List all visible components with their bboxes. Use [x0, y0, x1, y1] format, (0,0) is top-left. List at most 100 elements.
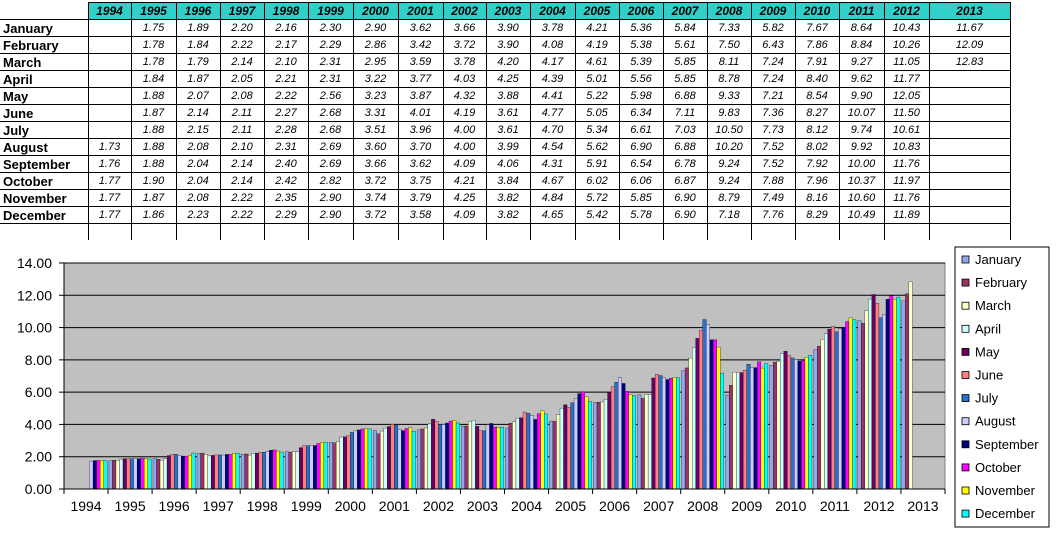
table-cell[interactable]: 4.25 — [442, 189, 487, 207]
bar[interactable] — [475, 426, 480, 490]
table-cell[interactable]: 2.11 — [219, 104, 265, 122]
bar[interactable] — [743, 370, 747, 490]
bar[interactable] — [577, 393, 582, 490]
table-cell[interactable] — [928, 104, 1011, 122]
bar[interactable] — [588, 401, 592, 490]
table-cell[interactable]: 1.88 — [130, 138, 177, 156]
table-cell[interactable]: 2.05 — [219, 70, 265, 88]
table-cell[interactable]: 4.01 — [397, 104, 444, 122]
bar[interactable] — [376, 433, 381, 490]
table-header-cell[interactable]: 2007 — [662, 2, 708, 20]
table-header-cell[interactable]: 2009 — [750, 2, 796, 20]
bar[interactable] — [827, 329, 832, 490]
bar[interactable] — [99, 460, 104, 490]
bar[interactable] — [692, 347, 696, 490]
table-cell[interactable]: 1.79 — [175, 53, 221, 71]
table-header-cell[interactable]: 2001 — [397, 2, 444, 20]
table-cell[interactable]: 5.22 — [574, 87, 620, 105]
table-cell[interactable]: 1.84 — [175, 36, 221, 54]
bar[interactable] — [163, 458, 168, 490]
table-cell[interactable]: 9.62 — [838, 70, 885, 88]
table-cell[interactable]: 3.99 — [485, 138, 531, 156]
table-cell[interactable] — [928, 172, 1011, 190]
table-cell[interactable]: 2.35 — [263, 189, 309, 207]
table-cell[interactable]: 8.02 — [794, 138, 840, 156]
table-header-cell[interactable]: 1998 — [263, 2, 309, 20]
bar[interactable] — [196, 453, 201, 490]
table-cell[interactable]: 2.95 — [352, 53, 399, 71]
table-cell[interactable]: 2.08 — [219, 87, 265, 105]
bar[interactable] — [566, 407, 571, 490]
bar[interactable] — [92, 460, 97, 490]
bar[interactable] — [136, 458, 141, 490]
bar[interactable] — [367, 428, 372, 490]
bar[interactable] — [221, 454, 226, 490]
table-cell[interactable]: 5.56 — [618, 70, 664, 88]
bar[interactable] — [269, 450, 273, 490]
bar[interactable] — [889, 295, 894, 490]
bar[interactable] — [852, 319, 857, 490]
table-cell[interactable]: 2.04 — [175, 155, 221, 173]
table-cell[interactable]: 4.41 — [529, 87, 576, 105]
bar[interactable] — [699, 330, 703, 490]
table-cell[interactable] — [87, 19, 132, 37]
bar[interactable] — [144, 458, 148, 490]
bar[interactable] — [783, 350, 788, 490]
table-header-cell[interactable]: 2004 — [529, 2, 576, 20]
table-cell[interactable] — [87, 53, 132, 71]
bar[interactable] — [563, 404, 568, 490]
bar[interactable] — [485, 424, 490, 490]
table-cell[interactable]: 2.90 — [352, 19, 399, 37]
bar[interactable] — [166, 455, 171, 490]
bar[interactable] — [346, 435, 351, 490]
table-header-cell[interactable]: 2013 — [928, 2, 1011, 20]
bar[interactable] — [857, 320, 862, 490]
bar[interactable] — [200, 453, 205, 490]
table-cell[interactable]: 1.88 — [130, 87, 177, 105]
table-cell[interactable]: 9.33 — [706, 87, 752, 105]
bar[interactable] — [838, 328, 843, 490]
table-cell[interactable]: 3.22 — [352, 70, 399, 88]
bar[interactable] — [695, 338, 700, 490]
table-cell[interactable]: 5.62 — [574, 138, 620, 156]
table-cell[interactable]: 11.76 — [883, 189, 930, 207]
table-cell[interactable]: 7.67 — [794, 19, 840, 37]
table-cell[interactable]: 2.21 — [263, 70, 309, 88]
bar[interactable] — [262, 452, 266, 490]
bar[interactable] — [152, 458, 157, 490]
bar[interactable] — [431, 419, 436, 490]
table-cell[interactable]: 3.82 — [485, 189, 531, 207]
table-cell[interactable]: 8.12 — [794, 121, 840, 139]
bar[interactable] — [559, 407, 564, 490]
bar[interactable] — [445, 422, 450, 490]
table-cell[interactable]: 6.61 — [618, 121, 664, 139]
table-cell[interactable]: 8.79 — [706, 189, 752, 207]
bar[interactable] — [632, 395, 636, 490]
table-cell[interactable]: 5.98 — [618, 87, 664, 105]
bar[interactable] — [292, 451, 296, 490]
bar[interactable] — [251, 453, 256, 490]
bar[interactable] — [284, 451, 289, 490]
table-cell[interactable]: 3.23 — [352, 87, 399, 105]
bar[interactable] — [492, 426, 497, 490]
bar[interactable] — [313, 445, 317, 490]
table-cell[interactable]: 1.89 — [175, 19, 221, 37]
bar[interactable] — [309, 445, 314, 490]
table-cell[interactable]: 11.67 — [928, 19, 1011, 37]
bar[interactable] — [769, 365, 774, 490]
table-cell[interactable]: 6.54 — [618, 155, 664, 173]
table-cell[interactable]: 6.34 — [618, 104, 664, 122]
bar[interactable] — [878, 317, 883, 490]
bar[interactable] — [232, 453, 236, 490]
table-cell[interactable] — [87, 36, 132, 54]
table-cell[interactable]: 4.67 — [529, 172, 576, 190]
bar[interactable] — [732, 371, 737, 490]
table-header-cell[interactable]: 1994 — [87, 2, 132, 20]
table-cell[interactable]: 9.24 — [706, 172, 752, 190]
table-cell[interactable]: 10.50 — [706, 121, 752, 139]
table-row-label[interactable]: June — [0, 104, 89, 122]
table-cell[interactable]: 5.05 — [574, 104, 620, 122]
table-cell[interactable]: 4.19 — [442, 104, 487, 122]
bar[interactable] — [119, 459, 124, 490]
table-cell[interactable]: 7.52 — [750, 155, 796, 173]
